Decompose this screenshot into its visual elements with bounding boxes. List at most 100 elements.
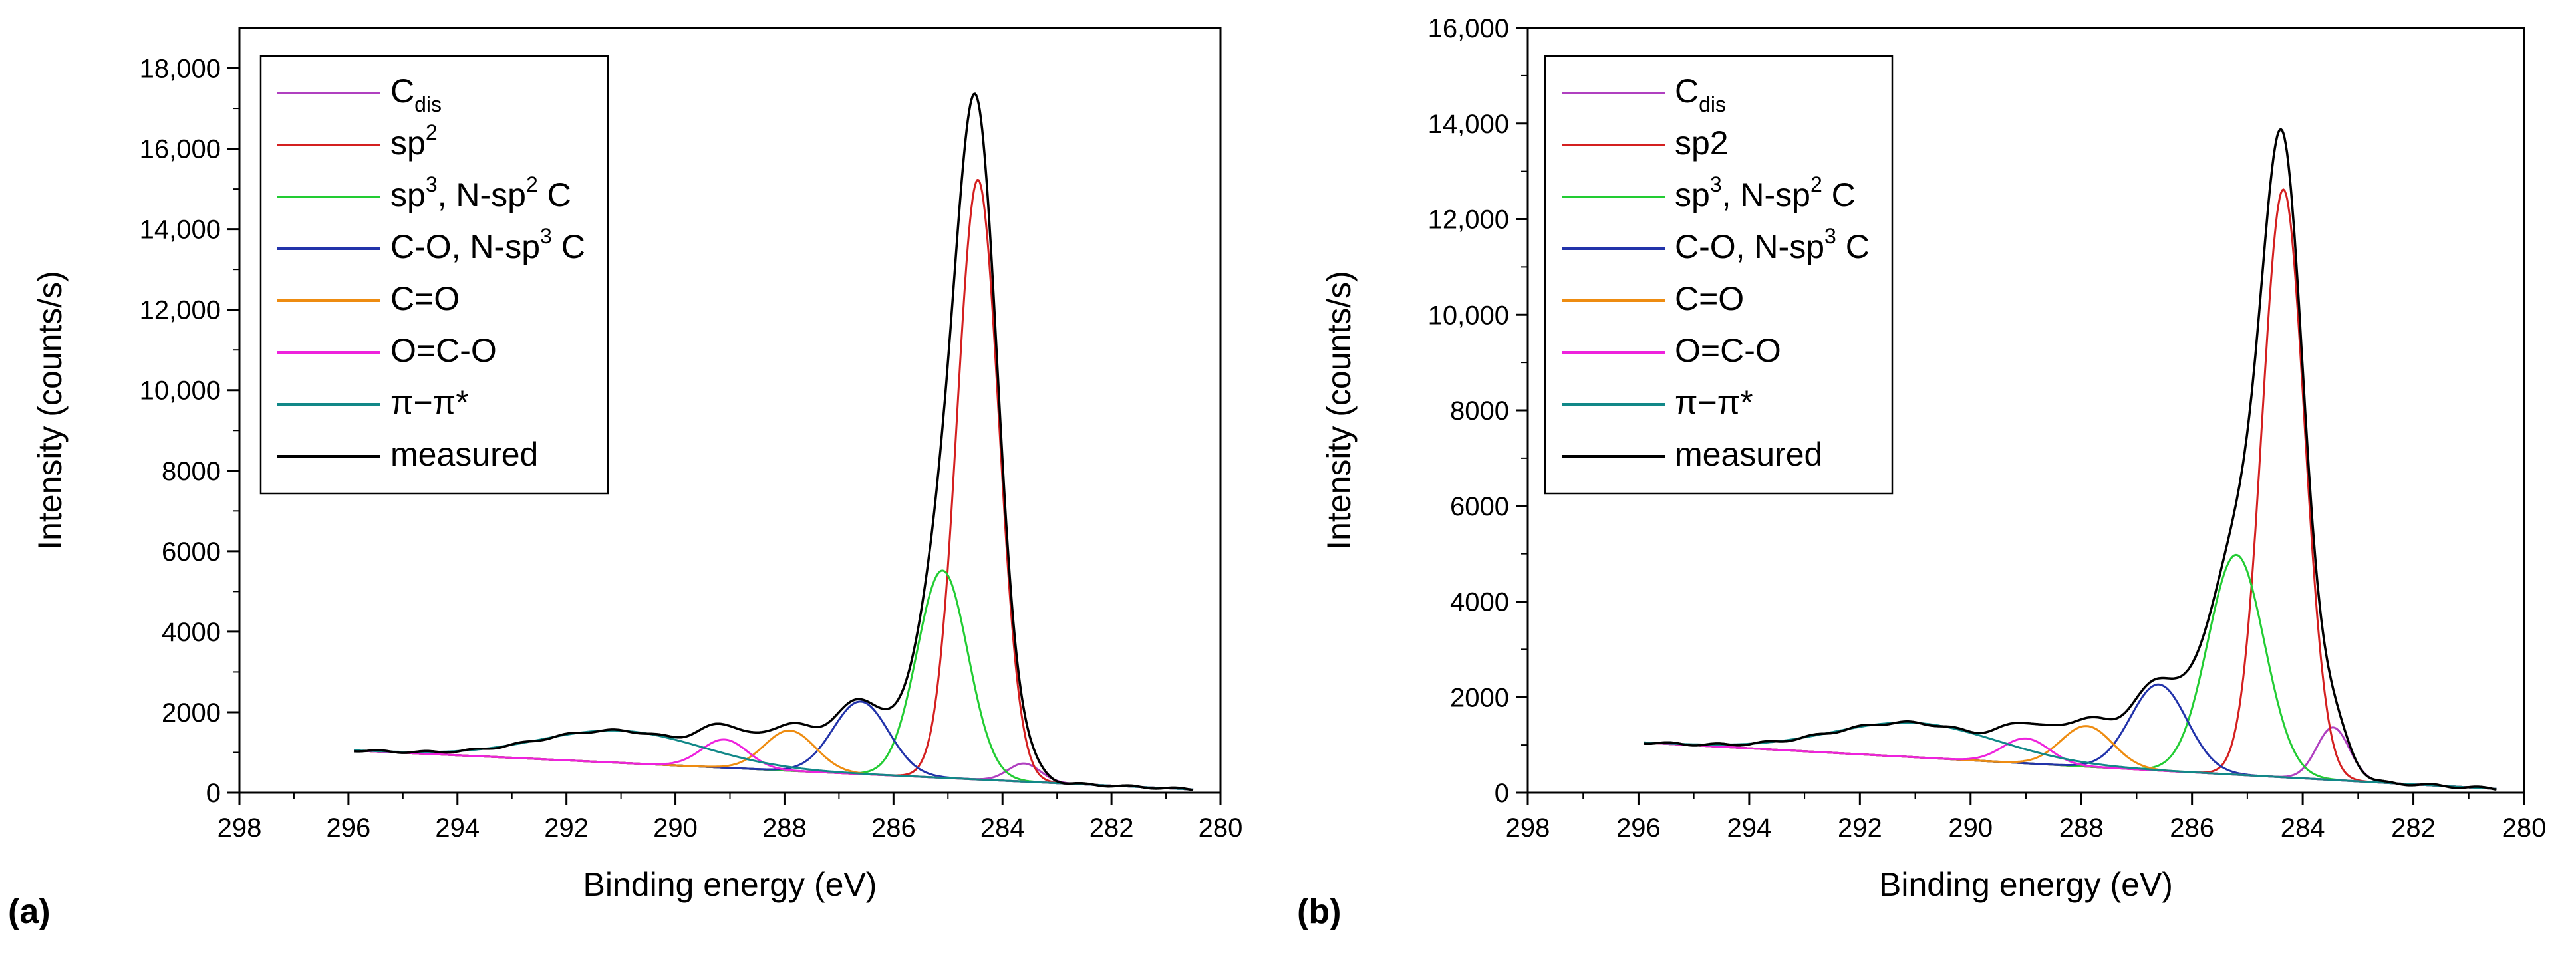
legend-label: Cdis — [1675, 72, 1726, 116]
legend-label-part: C — [1822, 176, 1856, 213]
x-axis-label: Binding energy (eV) — [1879, 866, 2173, 903]
legend-label-part: C — [390, 72, 414, 110]
legend-item: sp3, N-sp2 C — [1562, 172, 1856, 213]
x-tick-label: 286 — [2170, 813, 2214, 843]
legend-item: measured — [1562, 436, 1822, 473]
legend-label-part: C — [552, 228, 585, 265]
series-line-c-o — [354, 729, 1194, 791]
series-line-co — [354, 700, 1194, 791]
legend-label-part: dis — [1699, 92, 1726, 116]
legend-item: O=C-O — [1562, 332, 1781, 369]
legend-label-part: sp — [390, 124, 426, 162]
x-tick-label: 292 — [544, 813, 589, 843]
x-tick-label: 280 — [2502, 813, 2547, 843]
x-tick-label: 288 — [762, 813, 807, 843]
legend-label: sp2 — [390, 120, 438, 162]
x-tick-label: 280 — [1199, 813, 1243, 843]
legend-label-part: O=C-O — [1675, 332, 1781, 369]
y-tick-label: 8000 — [1450, 396, 1509, 426]
x-tick-label: 282 — [2391, 813, 2436, 843]
legend-item: O=C-O — [277, 332, 497, 369]
legend-label: Cdis — [390, 72, 442, 116]
legend-item: π−π* — [277, 384, 469, 421]
series-line-co — [1644, 683, 2497, 790]
legend-label: sp2 — [1675, 124, 1729, 162]
legend-item: C-O, N-sp3 C — [277, 224, 585, 265]
x-tick-label: 298 — [1506, 813, 1550, 843]
legend-label-part: measured — [390, 436, 538, 473]
legend-label-part: π−π* — [1675, 384, 1753, 421]
legend-label-part: , N-sp — [1722, 176, 1810, 213]
y-tick-label: 8000 — [162, 457, 221, 486]
x-axis-label: Binding energy (eV) — [583, 866, 877, 903]
series-line-cdis — [1644, 726, 2497, 790]
x-tick-label: 290 — [653, 813, 698, 843]
legend-label: π−π* — [1675, 384, 1753, 421]
y-tick-label: 6000 — [162, 537, 221, 567]
legend-label-part: 3 — [540, 224, 552, 248]
x-tick-label: 284 — [980, 813, 1025, 843]
legend-label: measured — [1675, 436, 1822, 473]
chart-panel-a: 298 296 294 292 290 288 286 284 282 280 0 2000 4000 6… — [8, 27, 1243, 931]
legend-label-part: O=C-O — [390, 332, 497, 369]
legend-label: C=O — [390, 280, 460, 317]
data-curves — [1644, 128, 2497, 791]
series-line-pi — [354, 729, 1194, 791]
y-tick-label: 16,000 — [1428, 14, 1509, 43]
legend-item: Cdis — [1562, 72, 1726, 116]
y-tick-label: 4000 — [162, 618, 221, 647]
legend-item: sp2 — [277, 120, 438, 162]
y-tick-label: 18,000 — [140, 55, 221, 84]
legend-label: π−π* — [390, 384, 469, 421]
legend-label-part: 2 — [426, 120, 438, 144]
legend-label-part: C=O — [390, 280, 460, 317]
panel-label: (b) — [1297, 892, 1341, 931]
series-line-sp3 — [1644, 553, 2497, 790]
legend-label: O=C-O — [390, 332, 497, 369]
legend-label-part: 2 — [526, 172, 538, 196]
legend-label: sp3, N-sp2 C — [1675, 172, 1856, 213]
legend-item: C=O — [277, 280, 460, 317]
y-tick-label: 10,000 — [140, 376, 221, 406]
y-tick-label: 12,000 — [1428, 205, 1509, 235]
legend-label-part: 3 — [1824, 224, 1836, 248]
legend-label: C-O, N-sp3 C — [1675, 224, 1870, 265]
y-axis-label: Intensity (counts/s) — [31, 271, 69, 550]
x-tick-label: 292 — [1838, 813, 1882, 843]
x-tick-label: 296 — [327, 813, 371, 843]
x-tick-label: 290 — [1948, 813, 1993, 843]
y-tick-label: 14,000 — [140, 215, 221, 245]
legend-label-part: measured — [1675, 436, 1822, 473]
legend-item: sp2 — [1562, 124, 1729, 162]
legend-label-part: , N-sp — [438, 176, 526, 213]
y-axis-label: Intensity (counts/s) — [1320, 271, 1358, 550]
x-tick-label: 284 — [2281, 813, 2325, 843]
legend-label-part: 3 — [1710, 172, 1722, 196]
y-tick-label: 0 — [1495, 779, 1509, 808]
legend-label-part: 2 — [1810, 172, 1822, 196]
legend-label-part: sp — [1675, 176, 1710, 213]
legend-label: measured — [390, 436, 538, 473]
legend-label-part: 3 — [426, 172, 438, 196]
y-tick-label: 4000 — [1450, 588, 1509, 617]
legend-label: C-O, N-sp3 C — [390, 224, 585, 265]
legend-label: sp3, N-sp2 C — [390, 172, 571, 213]
legend-label-part: C — [1836, 228, 1870, 265]
legend-item: Cdis — [277, 72, 442, 116]
y-tick-label: 6000 — [1450, 492, 1509, 521]
legend-label-part: π−π* — [390, 384, 469, 421]
series-line-measured — [354, 92, 1194, 791]
data-curves — [354, 92, 1194, 791]
legend-item: sp3, N-sp2 C — [277, 172, 571, 213]
legend-label-part: dis — [414, 92, 442, 116]
legend-label-part: C-O, N-sp — [1675, 228, 1824, 265]
panel-label: (a) — [8, 892, 51, 931]
legend-label-part: C — [538, 176, 571, 213]
legend-label-part: sp — [390, 176, 426, 213]
legend-label: C=O — [1675, 280, 1744, 317]
y-tick-label: 0 — [206, 779, 221, 808]
y-tick-label: 2000 — [1450, 683, 1509, 712]
